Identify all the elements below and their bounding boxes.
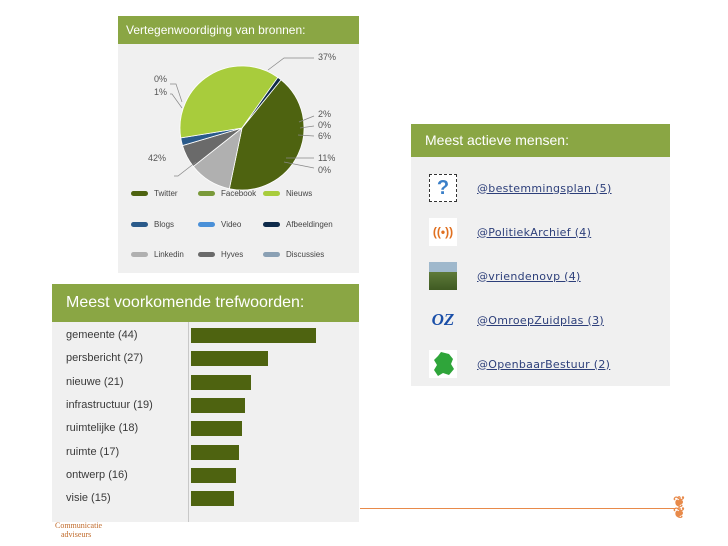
footer-logo: Communicatie adviseurs	[55, 521, 102, 539]
person-item[interactable]: ? @bestemmingsplan (5)	[429, 173, 612, 203]
people-panel-title: Meest actieve mensen:	[411, 124, 670, 157]
sources-pie-chart	[170, 57, 315, 191]
legend-item-discussies: Discussies	[263, 250, 324, 259]
slice-label-afbeeldingen: 1%	[154, 87, 168, 97]
legend-swatch	[131, 191, 148, 196]
oz-logo-icon: OZ	[431, 310, 455, 329]
slice-label-blogs-b: 0%	[318, 120, 332, 130]
legend-swatch	[263, 222, 280, 227]
slice-label-video: 0%	[154, 74, 168, 84]
sources-panel-title: Vertegenwoordiging van bronnen:	[118, 16, 359, 44]
keyword-label: nieuwe (21)	[66, 375, 124, 388]
keyword-label: persbericht (27)	[66, 352, 144, 365]
legend-item-afbeeldingen: Afbeeldingen	[263, 220, 333, 229]
legend-swatch	[198, 252, 215, 257]
legend-item-twitter: Twitter	[131, 189, 178, 198]
legend-swatch	[198, 191, 215, 196]
person-handle[interactable]: @OmroepZuidplas (3)	[477, 313, 604, 327]
legend-item-blogs: Blogs	[131, 220, 174, 229]
legend-item-linkedin: Linkedin	[131, 250, 184, 259]
keyword-label: infrastructuur (19)	[66, 398, 153, 411]
legend-item-facebook: Facebook	[198, 189, 256, 198]
pie-leader-line	[170, 83, 183, 103]
slice-label-linkedin: 11%	[318, 153, 336, 163]
person-handle[interactable]: @PolitiekArchief (4)	[477, 225, 592, 239]
person-item[interactable]: OZ @OmroepZuidplas (3)	[429, 305, 604, 335]
keyword-label: gemeente (44)	[66, 329, 138, 341]
legend-swatch	[198, 222, 215, 227]
keyword-label: visie (15)	[66, 492, 111, 505]
keyword-bar	[191, 467, 236, 483]
people-panel: Meest actieve mensen: ? @bestemmingsplan…	[411, 124, 670, 386]
slice-label-discussies: 0%	[318, 165, 332, 175]
keyword-bar	[191, 491, 234, 507]
pie-slice-nieuws	[179, 65, 279, 139]
footer-ornament-icon: ❦ ❦	[673, 494, 686, 522]
person-item[interactable]: @vriendenovp (4)	[429, 261, 581, 291]
pie-leader-line	[297, 134, 315, 137]
question-mark-icon: ?	[429, 174, 457, 202]
legend-item-nieuws: Nieuws	[263, 189, 312, 198]
legend-swatch	[263, 191, 280, 196]
pie-leader-line	[299, 125, 315, 129]
sources-panel: Vertegenwoordiging van bronnen: 37% 0% 1…	[118, 16, 359, 273]
pie-leader-line	[267, 57, 314, 71]
person-handle[interactable]: @OpenbaarBestuur (2)	[477, 357, 611, 371]
legend-swatch	[131, 222, 148, 227]
person-handle[interactable]: @vriendenovp (4)	[477, 269, 581, 283]
pie-leader-line	[283, 161, 315, 169]
keyword-bar	[191, 444, 239, 460]
keyword-bar	[191, 351, 268, 367]
keyword-bar	[191, 397, 245, 413]
pie-leader-line	[298, 115, 315, 123]
map-netherlands-icon	[429, 350, 457, 378]
legend-item-video: Video	[198, 220, 241, 229]
person-item[interactable]: @OpenbaarBestuur (2)	[429, 349, 610, 379]
keyword-bar	[191, 328, 316, 343]
footer-logo-line1: Communicatie	[55, 521, 103, 530]
keywords-panel-title: Meest voorkomende trefwoorden:	[52, 284, 359, 322]
pie-leader-line	[174, 161, 197, 177]
slice-label-twitter: 42%	[148, 153, 167, 163]
keyword-bar	[191, 421, 242, 437]
slice-label-blogs-a: 2%	[318, 109, 332, 119]
footer-divider	[360, 508, 676, 509]
legend-item-hyves: Hyves	[198, 250, 243, 259]
pie-slice-afbeeldingen	[241, 76, 282, 129]
broadcast-icon: ((•))	[429, 218, 457, 246]
keyword-bar	[191, 374, 251, 390]
keyword-label: ruimte (17)	[66, 445, 120, 458]
keywords-panel: Meest voorkomende trefwoorden: gemeente …	[52, 284, 359, 522]
map-shape	[434, 352, 454, 376]
legend-swatch	[131, 252, 148, 257]
landscape-photo-icon	[429, 262, 457, 290]
person-item[interactable]: ((•)) @PolitiekArchief (4)	[429, 217, 591, 247]
slice-label-hyves: 6%	[318, 131, 332, 141]
keyword-label: ruimtelijke (18)	[66, 422, 139, 435]
person-handle[interactable]: @bestemmingsplan (5)	[477, 181, 612, 195]
legend-swatch	[263, 252, 280, 257]
slice-label-nieuws: 37%	[318, 52, 337, 62]
pie-leader-line	[170, 93, 183, 109]
footer-logo-line2: adviseurs	[61, 530, 92, 539]
keywords-axis-line	[188, 322, 189, 522]
keyword-label: ontwerp (16)	[66, 468, 128, 481]
